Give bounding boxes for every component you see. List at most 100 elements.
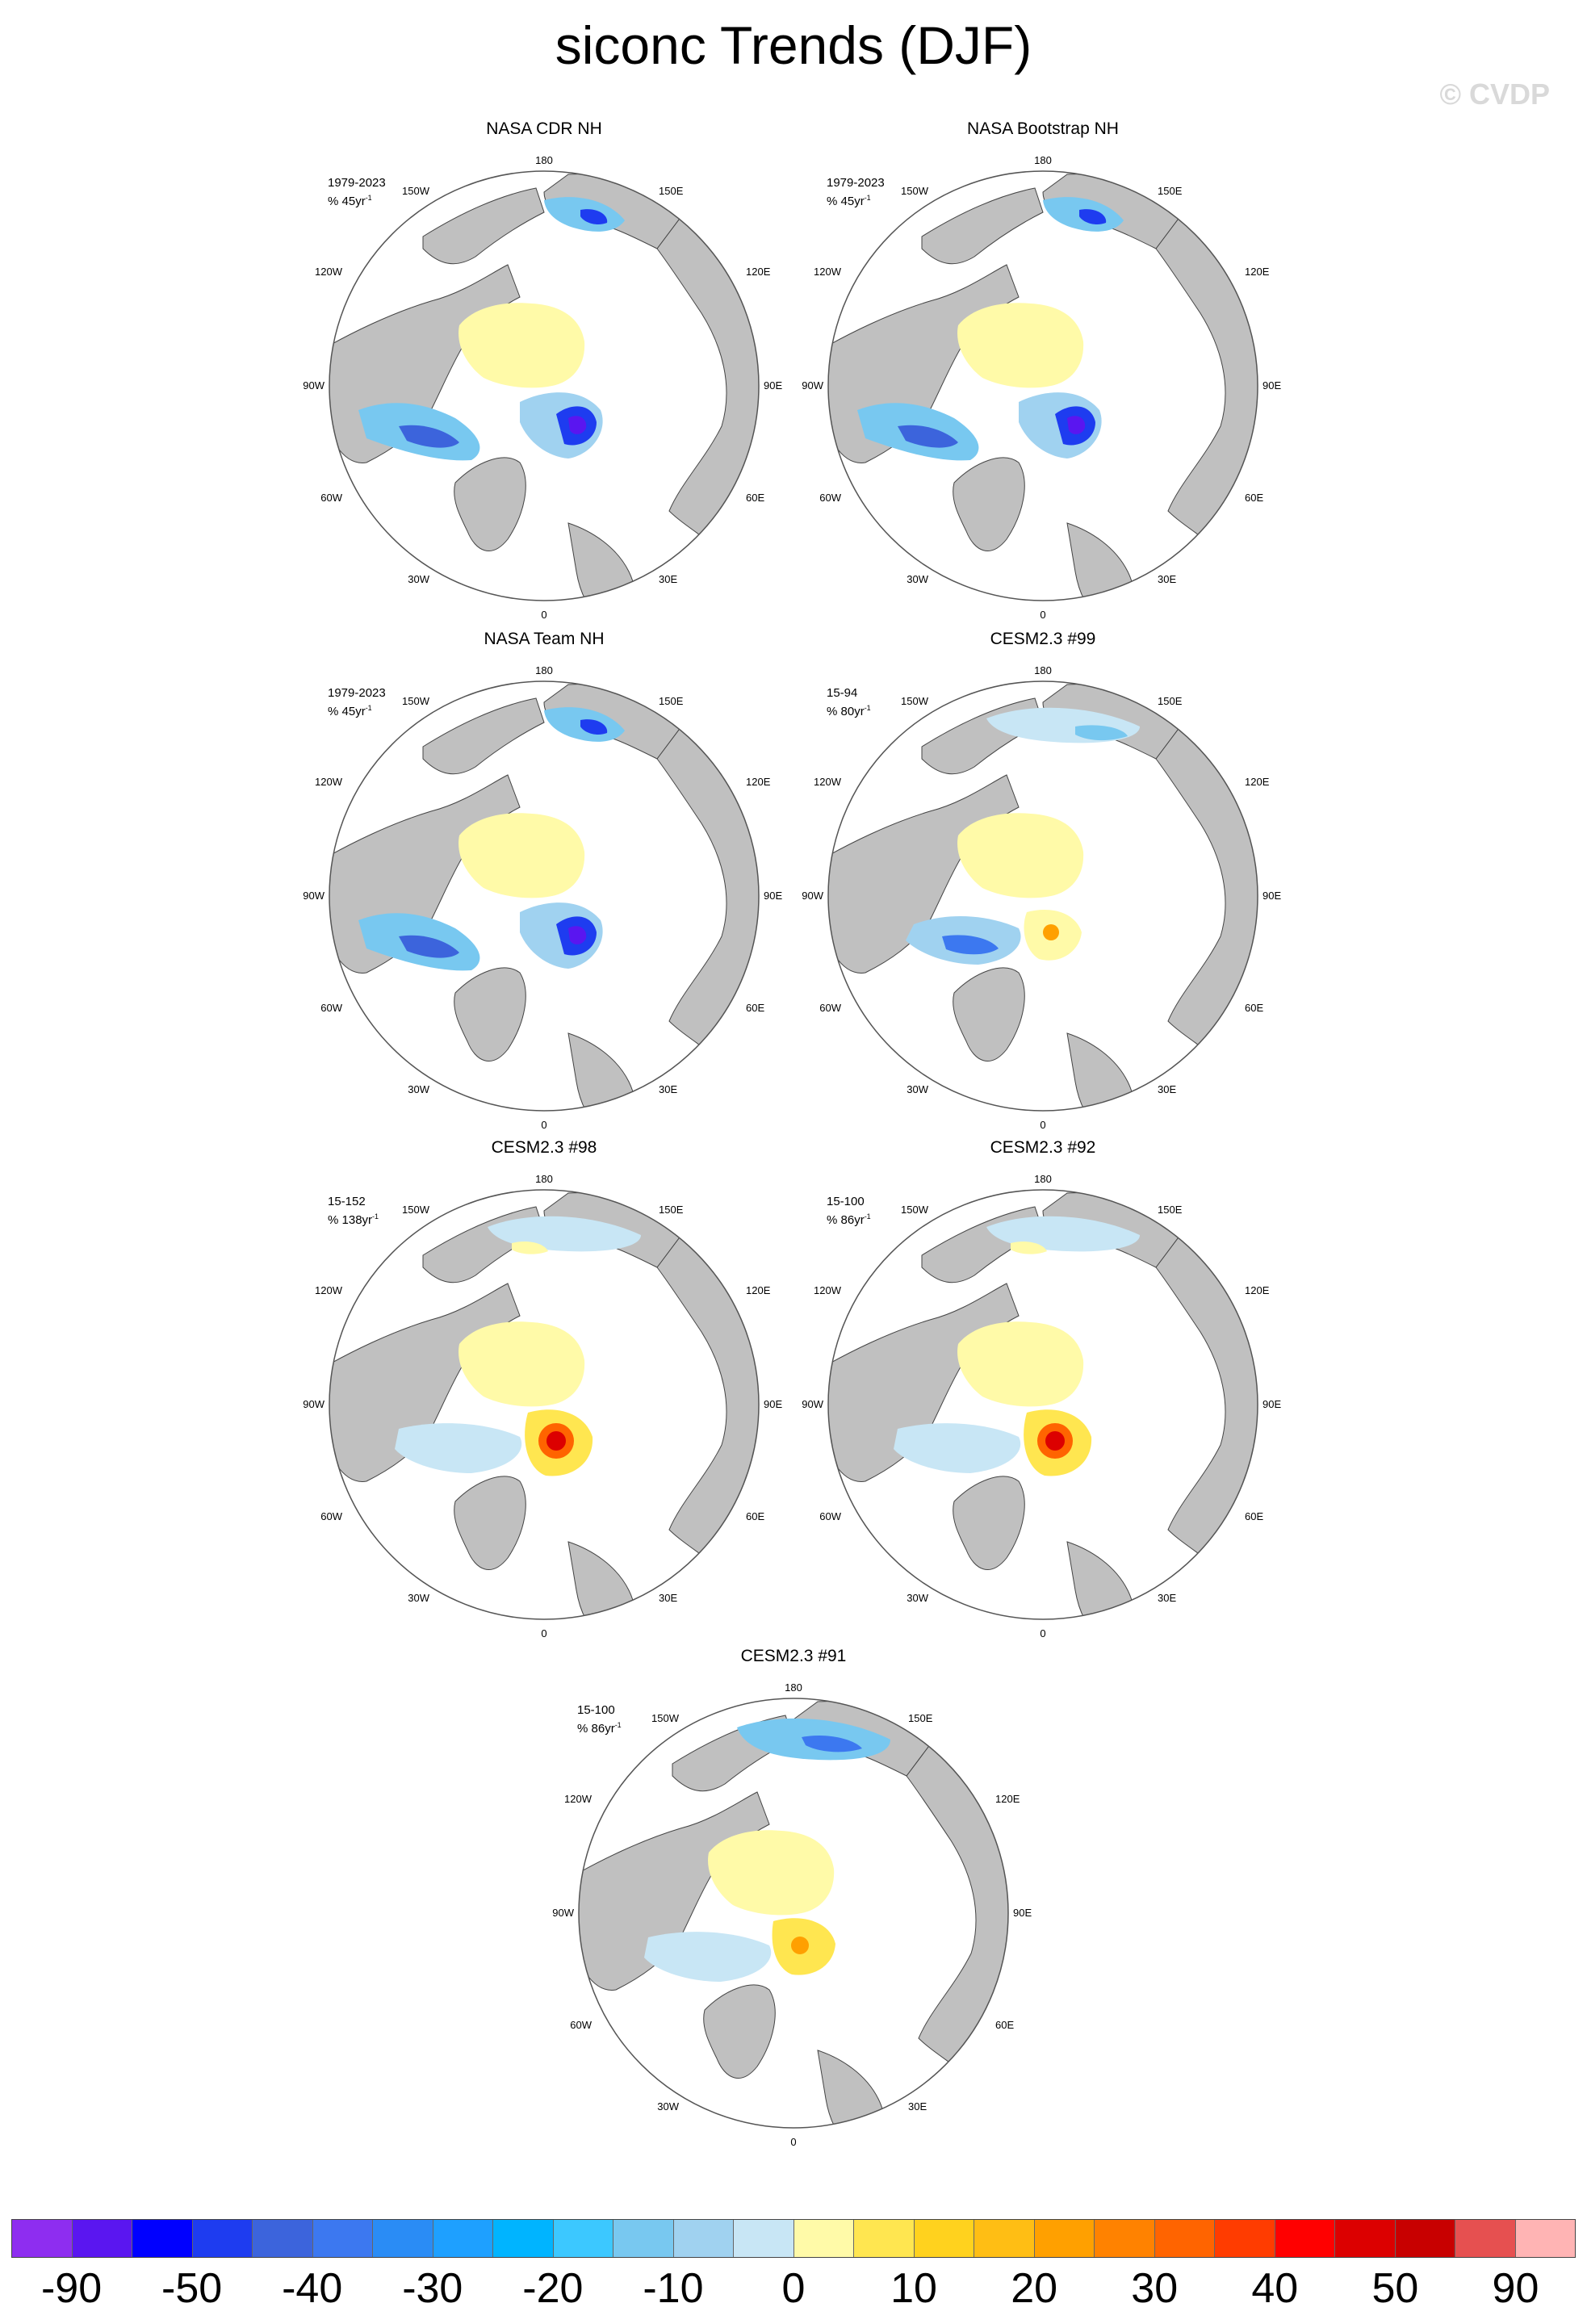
longitude-label-180: 180	[785, 1681, 802, 1694]
longitude-label-90w: 90W	[552, 1907, 574, 1919]
period-label: 15-100% 86yr-1	[827, 1195, 871, 1228]
longitude-label-0: 0	[1040, 1627, 1045, 1639]
colorbar-cell	[1275, 2220, 1335, 2257]
trend-unit: % 45yr-1	[827, 191, 885, 209]
colorbar-cell	[553, 2220, 613, 2257]
longitude-label-90w: 90W	[802, 890, 823, 902]
period-years: 15-152	[328, 1195, 366, 1208]
figure-title: siconc Trends (DJF)	[555, 15, 1032, 75]
panel-title: CESM2.3 #98	[491, 1138, 597, 1157]
panel-title: CESM2.3 #91	[740, 1647, 847, 1665]
period-years: 1979-2023	[328, 686, 386, 700]
map-panel: NASA CDR NH 180 150W 150E 120W 120E 90W 90E 60W 6…	[286, 119, 802, 628]
trend-unit: % 86yr-1	[827, 1209, 871, 1228]
trend-unit-text: % 45yr	[328, 705, 366, 718]
trend-unit: % 138yr-1	[328, 1209, 379, 1228]
longitude-label-30e: 30E	[1158, 573, 1176, 585]
trend-unit-exponent: -1	[372, 1212, 379, 1221]
longitude-label-180: 180	[535, 1173, 553, 1185]
colorbar-tick-label: 50	[1371, 2265, 1419, 2312]
longitude-label-150w: 150W	[402, 1204, 430, 1216]
colorbar-tick-label: -50	[161, 2265, 223, 2312]
colorbar-cell	[1455, 2220, 1516, 2257]
longitude-label-120w: 120W	[315, 266, 343, 278]
longitude-label-60w: 60W	[320, 492, 342, 504]
colorbar-cell	[1515, 2220, 1575, 2257]
colorbar-tick-label: 30	[1131, 2265, 1179, 2312]
trend-unit-exponent: -1	[864, 704, 871, 712]
longitude-label-30e: 30E	[1158, 1083, 1176, 1095]
longitude-label-150e: 150E	[1158, 185, 1183, 197]
longitude-label-30e: 30E	[659, 573, 677, 585]
longitude-label-30w: 30W	[408, 1083, 429, 1095]
period-years: 15-100	[827, 1195, 865, 1208]
longitude-label-150w: 150W	[901, 695, 929, 707]
longitude-label-30e: 30E	[1158, 1592, 1176, 1604]
longitude-label-120e: 120E	[995, 1793, 1020, 1805]
panel-title: NASA Team NH	[484, 630, 605, 648]
polar-map: 180 150W 150E 120W 120E 90W 90E 60W 60E 30W 30E 0	[802, 154, 1281, 621]
colorbar-cell	[914, 2220, 974, 2257]
sea-ice-central	[957, 813, 1084, 898]
land-mass	[454, 457, 526, 551]
panel-title: CESM2.3 #92	[990, 1138, 1096, 1157]
longitude-label-150e: 150E	[659, 1204, 684, 1216]
period-years: 15-94	[827, 686, 858, 700]
longitude-label-150e: 150E	[659, 695, 684, 707]
trend-unit-exponent: -1	[365, 704, 372, 712]
trend-unit-exponent: -1	[864, 1212, 871, 1221]
colorbar-tick-label: 40	[1251, 2265, 1299, 2312]
colorbar-tick-label: 90	[1492, 2265, 1539, 2312]
sea-ice-central	[957, 303, 1084, 388]
longitude-label-30w: 30W	[907, 1592, 928, 1604]
longitude-label-60e: 60E	[746, 1510, 764, 1522]
longitude-label-120e: 120E	[746, 266, 771, 278]
sea-ice-central	[459, 303, 585, 388]
longitude-label-30w: 30W	[907, 573, 928, 585]
colorbar-cell	[794, 2220, 854, 2257]
longitude-label-30e: 30E	[659, 1592, 677, 1604]
land-mass	[454, 967, 526, 1062]
longitude-label-120e: 120E	[1245, 1284, 1270, 1296]
longitude-label-90w: 90W	[303, 379, 325, 392]
longitude-label-30e: 30E	[659, 1083, 677, 1095]
land-mass	[422, 697, 545, 775]
longitude-label-180: 180	[1034, 1173, 1052, 1185]
longitude-label-120w: 120W	[315, 1284, 343, 1296]
colorbar-cell	[433, 2220, 493, 2257]
longitude-label-90e: 90E	[1262, 1398, 1281, 1410]
longitude-label-90w: 90W	[802, 379, 823, 392]
longitude-label-0: 0	[541, 609, 546, 621]
longitude-label-180: 180	[535, 664, 553, 676]
polar-map: 180 150W 150E 120W 120E 90W 90E 60W 60E 30W 30E 0	[802, 664, 1281, 1131]
longitude-label-60e: 60E	[1245, 492, 1263, 504]
trend-unit-exponent: -1	[365, 194, 372, 202]
period-years: 1979-2023	[328, 176, 386, 190]
period-label: 1979-2023% 45yr-1	[328, 176, 386, 209]
longitude-label-180: 180	[1034, 154, 1052, 166]
longitude-label-60w: 60W	[320, 1510, 342, 1522]
longitude-label-0: 0	[790, 2136, 796, 2148]
period-label: 1979-2023 % 45yr-1	[328, 686, 386, 719]
colorbar-cell	[974, 2220, 1035, 2257]
trend-unit-exponent: -1	[614, 1721, 622, 1729]
colorbar-tick-label: 20	[1011, 2265, 1058, 2312]
longitude-label-30w: 30W	[408, 573, 429, 585]
colorbar-tick-label: -40	[282, 2265, 343, 2312]
longitude-label-60e: 60E	[746, 1002, 764, 1014]
map-panel: NASA Team NH 180 150W 150E 120W 120E 90W 90E 60W…	[286, 630, 802, 1138]
trend-unit: % 45yr-1	[328, 191, 386, 209]
colorbar-tick-label: -20	[522, 2265, 584, 2312]
trend-unit-exponent: -1	[864, 194, 871, 202]
trend-unit: % 80yr-1	[827, 701, 871, 719]
sea-ice-central	[708, 1830, 835, 1916]
longitude-label-30w: 30W	[408, 1592, 429, 1604]
longitude-label-150w: 150W	[402, 695, 430, 707]
polar-map: 180 150W 150E 120W 120E 90W 90E 60W 60E 30W 30E 0	[303, 154, 782, 621]
longitude-label-150e: 150E	[908, 1712, 933, 1724]
colorbar-tick-label: 10	[890, 2265, 937, 2312]
period-label: 15-94% 80yr-1	[827, 686, 871, 719]
colorbar-tick-label: -30	[402, 2265, 463, 2312]
longitude-label-150w: 150W	[402, 185, 430, 197]
trend-unit-text: % 45yr	[827, 195, 865, 208]
